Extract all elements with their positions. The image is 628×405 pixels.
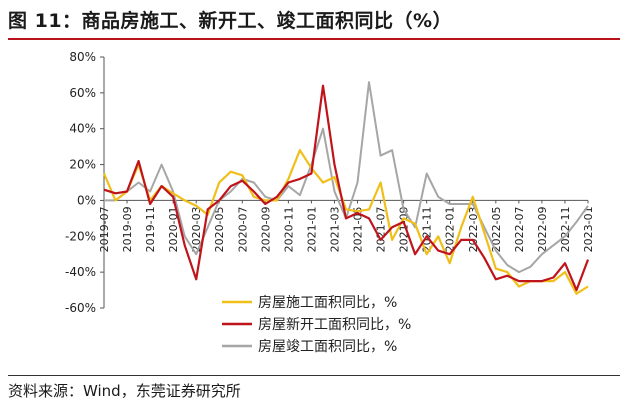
x-tick-label: 2021-09 bbox=[398, 206, 411, 252]
x-tick-label: 2021-07 bbox=[375, 206, 388, 252]
x-tick-label: 2020-07 bbox=[236, 206, 249, 252]
x-tick-label: 2022-09 bbox=[536, 206, 549, 252]
series-line-1 bbox=[103, 84, 590, 292]
x-tick-label: 2019-07 bbox=[98, 206, 111, 252]
x-tick-label: 2020-03 bbox=[190, 206, 203, 252]
x-tick-label: 2019-09 bbox=[121, 206, 134, 252]
series-lines bbox=[102, 81, 590, 295]
x-tick-label: 2022-07 bbox=[513, 206, 526, 252]
y-tick-label: 60% bbox=[69, 86, 96, 100]
y-tick-label: -60% bbox=[65, 301, 96, 315]
x-tick-label: 2021-01 bbox=[305, 206, 318, 252]
x-tick-label: 2021-05 bbox=[352, 206, 365, 252]
y-tick-label: -40% bbox=[65, 265, 96, 279]
x-tick-label: 2020-09 bbox=[259, 206, 272, 252]
x-tick-label: 2022-01 bbox=[444, 206, 457, 252]
y-tick-labels: -60% -40% -20% 0% 20% 40% 60% 80% bbox=[65, 50, 104, 315]
x-tick-labels: 2019-07 2019-09 2019-11 2020-01 2020-03 2020-… bbox=[98, 200, 595, 252]
figure-source: 资料来源：Wind，东莞证券研究所 bbox=[8, 382, 241, 400]
y-tick-label: 20% bbox=[69, 158, 96, 172]
x-tick-label: 2023-01 bbox=[582, 206, 595, 252]
x-tick-label: 2022-05 bbox=[490, 206, 503, 252]
y-tick-label: -20% bbox=[65, 229, 96, 243]
legend-label: 房屋竣工面积同比，% bbox=[258, 339, 397, 355]
legend-label: 房屋新开工面积同比，% bbox=[258, 317, 411, 333]
y-tick-label: 40% bbox=[69, 122, 96, 136]
x-tick-label: 2020-05 bbox=[213, 206, 226, 252]
x-tick-label: 2020-11 bbox=[282, 206, 295, 252]
y-tick-label: 0% bbox=[77, 193, 96, 207]
x-tick-label: 2021-03 bbox=[328, 206, 341, 252]
title-divider bbox=[8, 38, 620, 40]
line-chart: -60%-40%-20%0%20%40%60%80% 2019-07 2019-0… bbox=[65, 50, 595, 355]
legend-label: 房屋施工面积同比，% bbox=[258, 295, 397, 311]
figure-title: 图 11：商品房施工、新开工、竣工面积同比（%） bbox=[8, 10, 453, 32]
x-tick-label: 2022-11 bbox=[559, 206, 572, 252]
x-tick-label: 2019-11 bbox=[144, 206, 157, 252]
series-line-0 bbox=[102, 149, 589, 295]
x-tick-label: 2020-01 bbox=[167, 206, 180, 252]
source-divider bbox=[8, 375, 620, 376]
y-tick-label: 80% bbox=[69, 50, 96, 64]
legend: 房屋施工面积同比，% 房屋新开工面积同比，% 房屋竣工面积同比，% bbox=[222, 295, 411, 355]
